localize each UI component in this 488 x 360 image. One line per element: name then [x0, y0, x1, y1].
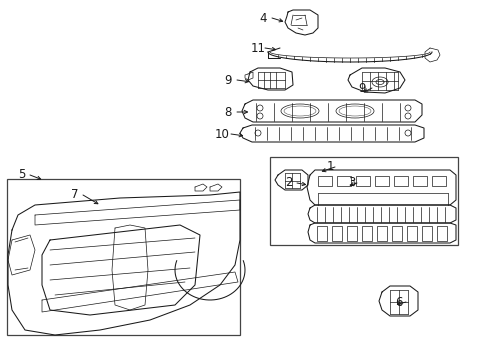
Bar — [421, 226, 431, 241]
Bar — [7, 179, 240, 335]
Bar — [346, 226, 356, 241]
Bar — [317, 176, 331, 186]
Bar — [406, 226, 416, 241]
Bar — [436, 226, 446, 241]
Text: 6: 6 — [394, 296, 402, 309]
Text: 4: 4 — [259, 12, 266, 24]
Bar — [331, 226, 341, 241]
Text: 2: 2 — [285, 176, 292, 189]
Text: 10: 10 — [214, 127, 229, 140]
Bar — [355, 176, 369, 186]
Text: 5: 5 — [18, 168, 26, 181]
Bar — [316, 226, 326, 241]
Text: 9: 9 — [358, 81, 365, 94]
Bar — [374, 176, 388, 186]
Text: 3: 3 — [347, 176, 355, 189]
Text: 11: 11 — [250, 41, 265, 54]
Bar — [412, 176, 426, 186]
Bar — [269, 157, 457, 245]
Bar — [431, 176, 445, 186]
Bar — [376, 226, 386, 241]
Bar — [393, 176, 407, 186]
Bar — [361, 226, 371, 241]
Bar — [336, 176, 350, 186]
Bar — [391, 226, 401, 241]
Text: 9: 9 — [224, 73, 231, 86]
Text: 7: 7 — [71, 189, 79, 202]
Text: 1: 1 — [325, 161, 333, 174]
Text: 8: 8 — [224, 105, 231, 118]
